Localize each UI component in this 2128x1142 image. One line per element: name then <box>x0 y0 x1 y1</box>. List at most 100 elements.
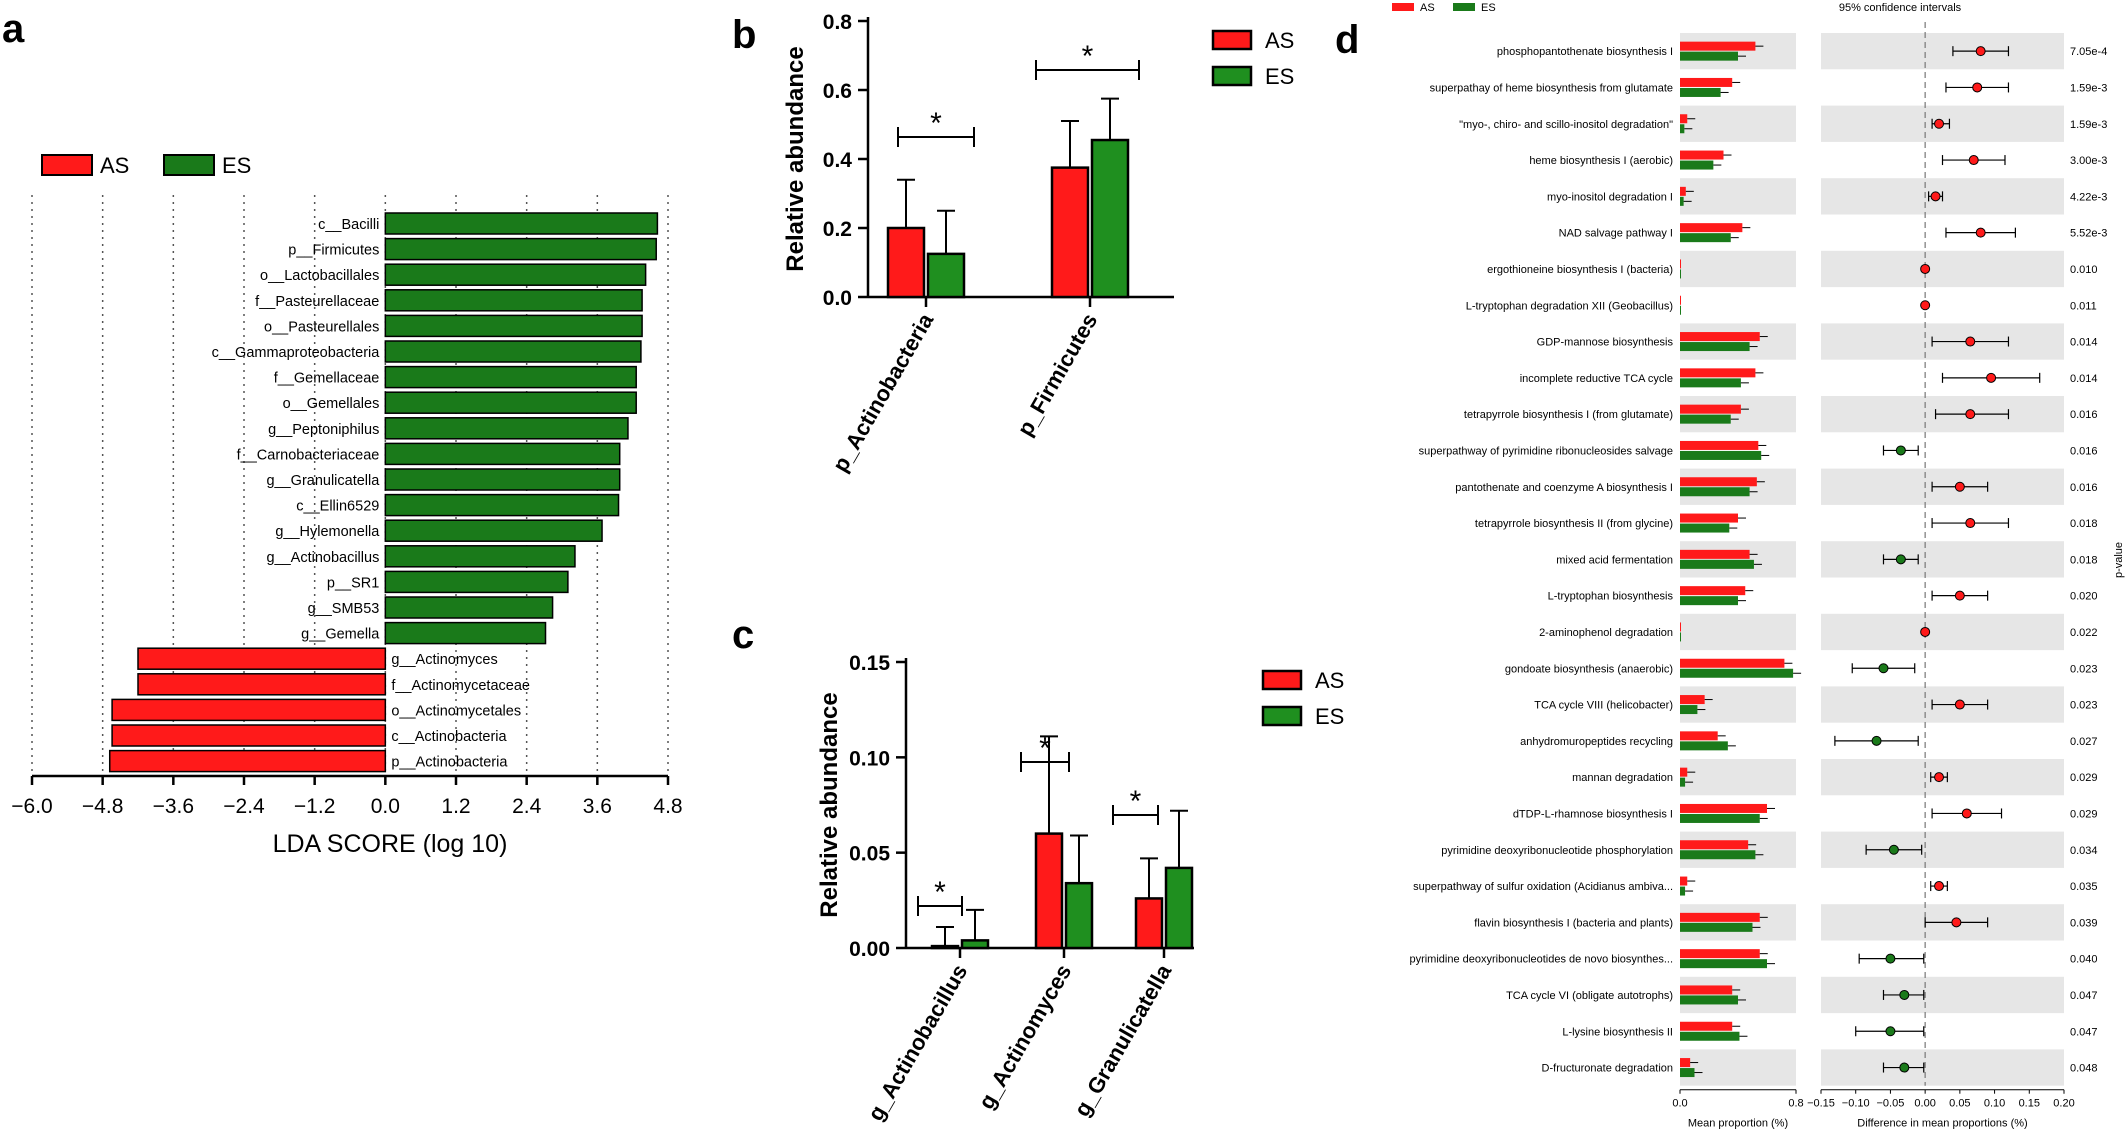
pathway-label: L-tryptophan biosynthesis <box>1548 591 1674 603</box>
lda-bar-label: c__Bacilli <box>318 217 379 233</box>
significance-marker: * <box>1039 732 1051 765</box>
diff-point <box>1934 118 1945 129</box>
diff-point <box>1934 772 1945 783</box>
panel-label-b: b <box>732 13 756 57</box>
lda-bar <box>384 545 576 568</box>
lda-bar <box>137 673 387 696</box>
pathway-label: anhydromuropeptides recycling <box>1520 736 1673 748</box>
row-band-right <box>1821 33 2064 70</box>
chart-c-genus-abundance: 0.00 0.05 0.10 0.15 Relative abundance g_Acti… <box>816 652 1344 1125</box>
legend-label-as: AS <box>1265 28 1294 53</box>
mean-bar-es <box>1680 233 1731 243</box>
abundance-bar <box>886 226 926 299</box>
lda-bar <box>384 212 659 235</box>
row-band-right <box>1821 541 2064 578</box>
abundance-bar <box>1050 166 1090 299</box>
diff-point <box>1895 554 1906 565</box>
mean-bar-as <box>1680 368 1756 378</box>
mean-bar-es <box>1680 813 1760 823</box>
p-value: 0.014 <box>2070 373 2098 385</box>
mean-bar-as <box>1680 513 1738 523</box>
row-band-left <box>1680 1049 1796 1086</box>
x-axis-label: LDA SCORE (log 10) <box>273 830 508 858</box>
row-band-right <box>1821 1049 2064 1086</box>
lda-bar <box>384 442 621 466</box>
p-value: 0.016 <box>2070 409 2098 421</box>
lda-bar-label: p__SR1 <box>327 575 379 591</box>
pathway-label: D-fructuronate degradation <box>1542 1063 1673 1075</box>
row-band-left <box>1680 178 1796 215</box>
mean-bar-es <box>1680 886 1686 896</box>
category-label: g_Actinomyces <box>973 960 1076 1113</box>
p-value: 0.018 <box>2070 518 2098 530</box>
pathway-label: superpathway of sulfur oxidation (Acidia… <box>1413 881 1673 893</box>
pathway-label: pantothenate and coenzyme A biosynthesis… <box>1455 482 1673 494</box>
lda-bar <box>137 647 387 670</box>
category-label: g_Actinobacillus <box>863 960 973 1125</box>
x-tick-label: −3.6 <box>153 795 194 818</box>
mean-bar-es <box>1680 632 1681 642</box>
mean-bar-es <box>1680 414 1731 424</box>
p-value: 0.039 <box>2070 917 2098 929</box>
mean-bar-es <box>1680 741 1728 751</box>
p-value: 7.05e-4 <box>2070 46 2107 58</box>
lda-bar-label: o__Pasteurellales <box>264 319 379 335</box>
right-x-tick-label: 0.15 <box>2019 1098 2040 1110</box>
diff-point <box>1934 881 1945 892</box>
diff-point <box>1871 735 1882 746</box>
mean-bar-es <box>1680 160 1714 170</box>
lda-bar-label: o__Gemellales <box>283 396 380 412</box>
lda-bar <box>108 749 387 773</box>
mean-bar-as <box>1680 876 1688 886</box>
lda-bar <box>384 237 657 261</box>
y-tick-label: 0.2 <box>823 218 852 241</box>
pathway-label: "myo-, chiro- and scillo-inositol degrad… <box>1459 119 1673 131</box>
pathway-label: ergothioneine biosynthesis I (bacteria) <box>1487 264 1673 276</box>
p-value: 5.52e-3 <box>2070 228 2107 240</box>
lda-bar-label: f__Actinomycetaceae <box>391 678 530 694</box>
mean-bar-es <box>1680 668 1794 678</box>
p-value: 0.022 <box>2070 627 2098 639</box>
lda-bar <box>111 724 387 747</box>
mean-bar-es <box>1680 450 1762 460</box>
legend-label-es: ES <box>1315 704 1344 729</box>
panel-label-a: a <box>2 7 25 51</box>
mean-bar-as <box>1680 1021 1733 1031</box>
diff-point <box>1885 953 1896 964</box>
lda-bar <box>384 493 620 517</box>
pathway-label: heme biosynthesis I (aerobic) <box>1529 155 1673 167</box>
mean-bar-as <box>1680 440 1759 450</box>
x-tick-label: −1.2 <box>294 795 335 818</box>
mean-bar-as <box>1680 41 1756 51</box>
lda-bar-label: c__Actinobacteria <box>391 729 507 745</box>
p-value: 0.035 <box>2070 881 2098 893</box>
y-tick-label: 0.10 <box>849 747 890 770</box>
chart-d-pathway-comparison: AS ES 95% confidence intervals phosphopanto… <box>1392 2 2125 1130</box>
legend-label-es: ES <box>1481 2 1496 14</box>
row-band-left <box>1680 831 1796 868</box>
legend-swatch-es <box>1211 65 1253 87</box>
mean-bar-as <box>1680 223 1743 233</box>
mean-bar-es <box>1680 705 1698 715</box>
mean-bar-as <box>1680 658 1785 668</box>
lda-bar <box>384 391 637 414</box>
pathway-label: L-tryptophan degradation XII (Geobacillu… <box>1466 300 1673 312</box>
pathway-label: mixed acid fermentation <box>1556 554 1673 566</box>
diff-point <box>1885 1026 1896 1037</box>
diff-point <box>1975 227 1986 238</box>
x-tick-label: 0.0 <box>371 795 400 818</box>
row-band-right <box>1821 250 2064 288</box>
significance-marker: * <box>934 876 946 909</box>
lda-bar-label: o__Lactobacillales <box>260 268 379 284</box>
diff-point <box>1965 518 1976 529</box>
diff-point <box>1954 481 1965 492</box>
x-tick-label: 1.2 <box>441 795 470 818</box>
mean-bar-as <box>1680 840 1749 850</box>
diff-point <box>1930 191 1941 202</box>
significance-marker: * <box>930 107 942 140</box>
row-band-left <box>1680 613 1796 651</box>
diff-point <box>1899 989 1910 1000</box>
p-value: 0.027 <box>2070 736 2098 748</box>
x-tick-label: 4.8 <box>653 795 682 818</box>
